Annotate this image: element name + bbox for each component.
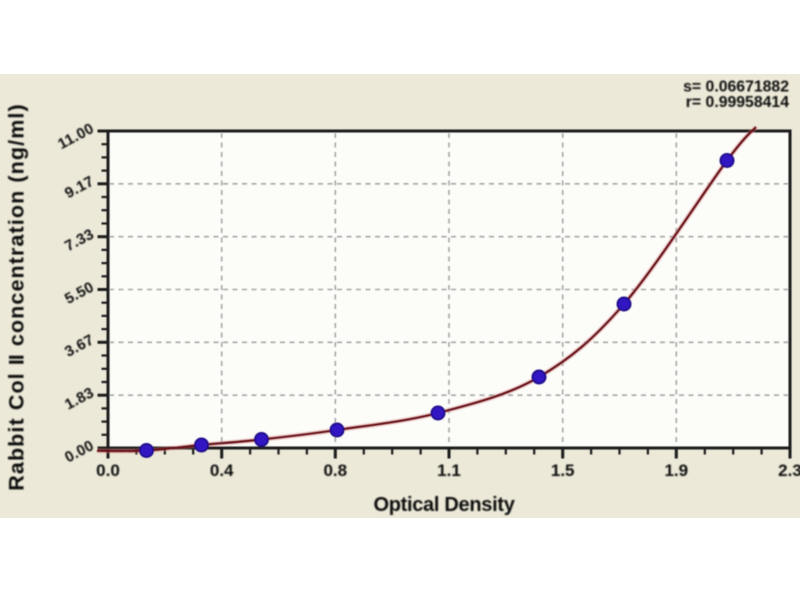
svg-text:1.5: 1.5	[551, 461, 575, 480]
svg-text:s= 0.06671882: s= 0.06671882	[683, 79, 789, 96]
svg-text:0.0: 0.0	[96, 461, 120, 480]
svg-text:1.1: 1.1	[437, 461, 461, 480]
svg-text:Optical Density: Optical Density	[373, 494, 515, 516]
svg-text:Rabbit Col II concentration (n: Rabbit Col II concentration (ng/ml)	[5, 103, 29, 490]
svg-text:2.3: 2.3	[778, 461, 800, 480]
svg-text:1.9: 1.9	[664, 461, 688, 480]
svg-text:0.8: 0.8	[323, 461, 347, 480]
svg-text:0.4: 0.4	[210, 461, 234, 480]
svg-text:r= 0.99958414: r= 0.99958414	[686, 94, 789, 111]
